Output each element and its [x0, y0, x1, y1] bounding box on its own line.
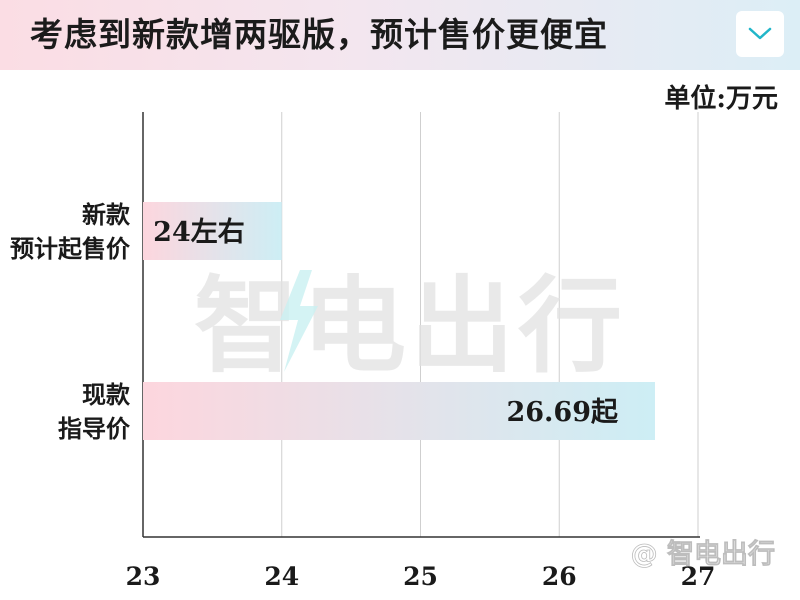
x-tick-label: 26: [542, 562, 577, 591]
chevron-down-icon: [748, 27, 772, 40]
x-tick-label: 25: [403, 562, 438, 591]
x-tick-label: 24: [264, 562, 299, 591]
header-bar: 考虑到新款增两驱版，预计售价更便宜: [0, 0, 800, 70]
watermark-corner-text: @ 智电出行: [631, 538, 775, 570]
category-label: 新款: [82, 200, 131, 229]
bar: [143, 202, 282, 260]
category-label: 现款: [82, 380, 131, 409]
bar-value-label: 26.69起: [506, 397, 619, 428]
bar-value-label: 24左右: [153, 217, 245, 248]
x-tick-label: 27: [681, 562, 716, 591]
page-title: 考虑到新款增两驱版，预计售价更便宜: [30, 15, 608, 54]
x-tick-label: 23: [126, 562, 161, 591]
watermark-center-text: 智电出行: [194, 265, 626, 387]
dropdown-button[interactable]: [736, 11, 784, 57]
watermark: 智电出行 @ 智电出行: [194, 265, 775, 570]
category-label: 预计起售价: [10, 234, 131, 263]
bar: [143, 382, 655, 440]
lightning-icon: [280, 270, 318, 372]
unit-label: 单位:万元: [664, 84, 778, 114]
category-label: 指导价: [58, 414, 131, 443]
